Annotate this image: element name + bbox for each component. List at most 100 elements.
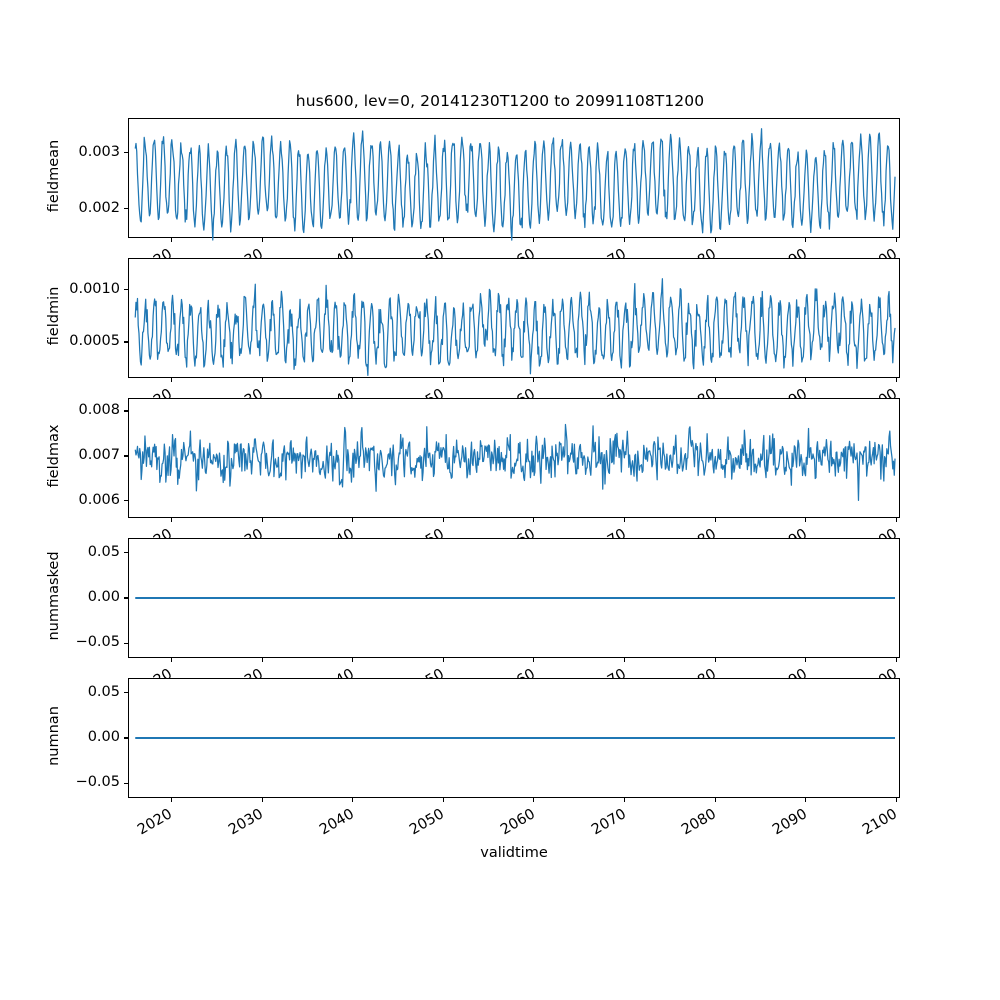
x-tick-mark-fieldmin-3	[442, 378, 444, 383]
x-tick-mark-fieldmax-6	[714, 518, 716, 523]
x-tick-label-numnan-1: 2030	[226, 806, 267, 839]
x-tick-label-numnan-6: 2080	[679, 806, 720, 839]
x-tick-mark-fieldmean-7	[805, 238, 807, 243]
x-tick-mark-numnan-1	[261, 798, 263, 803]
x-tick-label-numnan-4: 2060	[497, 806, 538, 839]
x-tick-mark-fieldmax-7	[805, 518, 807, 523]
y-tick-label-fieldmax-0: 0.006	[78, 491, 120, 508]
x-tick-mark-numnan-2	[352, 798, 354, 803]
x-tick-mark-fieldmean-2	[352, 238, 354, 243]
x-tick-mark-fieldmean-4	[533, 238, 535, 243]
x-tick-mark-numnan-3	[442, 798, 444, 803]
x-tick-mark-numnan-8	[895, 798, 897, 803]
x-tick-mark-fieldmin-8	[895, 378, 897, 383]
x-tick-mark-numnan-0	[170, 798, 173, 803]
x-tick-mark-fieldmax-0	[170, 518, 173, 523]
y-tick-label-numnan-1: 0.00	[87, 729, 120, 745]
y-tick-mark-fieldmean-1	[123, 152, 128, 154]
x-tick-mark-fieldmin-2	[352, 378, 354, 383]
x-tick-label-numnan-8: 2100	[860, 806, 901, 839]
y-tick-mark-fieldmax-2	[123, 410, 128, 412]
y-tick-mark-numnan-2	[123, 691, 128, 694]
y-tick-label-nummasked-1: 0.00	[87, 589, 120, 605]
x-tick-mark-fieldmax-1	[261, 518, 263, 523]
x-tick-mark-nummasked-0	[170, 658, 173, 663]
y-tick-mark-fieldmin-1	[123, 289, 128, 291]
y-axis-label-fieldmax: fieldmax	[46, 424, 62, 488]
x-tick-mark-fieldmean-3	[442, 238, 444, 243]
y-tick-mark-nummasked-0	[123, 642, 128, 644]
x-tick-mark-nummasked-7	[805, 658, 807, 663]
x-tick-mark-fieldmax-2	[352, 518, 354, 523]
x-tick-mark-fieldmin-5	[623, 378, 626, 383]
x-tick-mark-fieldmean-5	[623, 238, 626, 243]
y-tick-mark-fieldmean-0	[123, 208, 128, 210]
y-tick-label-numnan-2: 0.05	[87, 683, 120, 700]
x-tick-mark-fieldmean-1	[261, 238, 263, 243]
x-tick-mark-nummasked-2	[352, 658, 354, 663]
x-tick-mark-numnan-5	[623, 798, 626, 803]
x-tick-mark-fieldmin-7	[805, 378, 807, 383]
x-tick-mark-fieldmax-8	[895, 518, 897, 523]
data-line-fieldmean	[128, 118, 900, 238]
y-tick-mark-fieldmax-0	[123, 500, 128, 502]
y-axis-label-numnan: numnan	[46, 706, 62, 766]
y-axis-label-nummasked: nummasked	[46, 551, 62, 641]
x-tick-mark-nummasked-5	[623, 658, 626, 663]
panel-frame-nummasked	[128, 538, 900, 658]
x-tick-mark-numnan-6	[714, 798, 716, 803]
y-tick-mark-numnan-0	[123, 782, 128, 784]
panel-frame-numnan	[128, 678, 900, 798]
y-axis-label-fieldmin: fieldmin	[46, 286, 62, 346]
x-tick-mark-fieldmin-4	[533, 378, 535, 383]
x-tick-mark-fieldmax-3	[442, 518, 444, 523]
data-line-numnan	[128, 678, 900, 798]
x-tick-mark-nummasked-4	[533, 658, 535, 663]
y-tick-label-nummasked-2: 0.05	[87, 543, 120, 560]
x-tick-label-numnan-7: 2090	[769, 806, 810, 839]
y-axis-label-fieldmean: fieldmean	[46, 139, 62, 213]
x-tick-mark-nummasked-1	[261, 658, 263, 663]
x-tick-label-numnan-0: 2020	[135, 806, 176, 839]
y-tick-label-fieldmin-1: 0.0010	[69, 280, 120, 297]
x-tick-mark-fieldmin-6	[714, 378, 716, 383]
x-tick-label-numnan-5: 2070	[588, 806, 629, 839]
y-tick-label-fieldmax-1: 0.007	[78, 446, 120, 463]
panel-frame-fieldmin	[128, 258, 900, 378]
x-tick-label-numnan-3: 2050	[407, 806, 448, 839]
data-line-nummasked	[128, 538, 900, 658]
y-tick-label-numnan-0: −0.05	[75, 774, 120, 791]
x-tick-mark-fieldmax-4	[533, 518, 535, 523]
data-line-fieldmin	[128, 258, 900, 378]
plot-panel-numnan	[128, 678, 900, 798]
x-tick-mark-fieldmean-0	[170, 238, 173, 243]
x-tick-mark-nummasked-6	[714, 658, 716, 663]
y-tick-mark-fieldmax-1	[123, 455, 128, 457]
y-tick-label-fieldmean-1: 0.003	[78, 143, 120, 160]
y-tick-mark-numnan-1	[123, 737, 128, 739]
plot-panel-fieldmin	[128, 258, 900, 378]
y-tick-mark-fieldmin-0	[123, 341, 128, 343]
x-tick-mark-numnan-4	[533, 798, 535, 803]
x-axis-label: validtime	[480, 845, 548, 861]
x-tick-mark-fieldmean-6	[714, 238, 716, 243]
x-tick-mark-numnan-7	[805, 798, 807, 803]
plot-panel-nummasked	[128, 538, 900, 658]
x-tick-mark-fieldmin-1	[261, 378, 263, 383]
data-line-fieldmax	[128, 398, 900, 518]
x-tick-mark-nummasked-3	[442, 658, 444, 663]
x-tick-mark-nummasked-8	[895, 658, 897, 663]
y-tick-label-nummasked-0: −0.05	[75, 634, 120, 651]
x-tick-mark-fieldmin-0	[170, 378, 173, 383]
panel-frame-fieldmean	[128, 118, 900, 238]
x-tick-label-numnan-2: 2040	[316, 806, 357, 839]
y-tick-mark-nummasked-1	[123, 597, 128, 599]
y-tick-label-fieldmin-0: 0.0005	[69, 333, 120, 349]
x-tick-mark-fieldmax-5	[623, 518, 626, 523]
y-tick-label-fieldmean-0: 0.002	[78, 199, 120, 216]
figure-title: hus600, lev=0, 20141230T1200 to 20991108…	[295, 92, 705, 110]
plot-panel-fieldmax	[128, 398, 900, 518]
panel-frame-fieldmax	[128, 398, 900, 518]
plot-panel-fieldmean	[128, 118, 900, 238]
